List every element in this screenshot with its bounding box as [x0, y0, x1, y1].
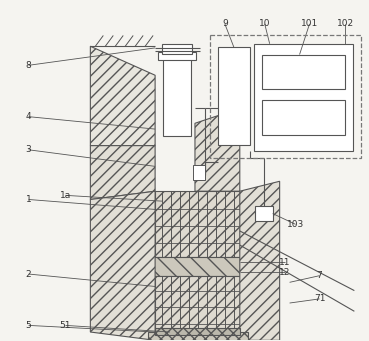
Bar — [162, 44, 192, 54]
Text: 7: 7 — [317, 271, 323, 280]
Polygon shape — [90, 191, 155, 340]
Bar — [148, 332, 248, 341]
Polygon shape — [240, 181, 280, 340]
Bar — [148, 257, 248, 276]
Bar — [163, 57, 191, 136]
Text: 11: 11 — [279, 258, 290, 267]
Text: 71: 71 — [314, 294, 325, 303]
Text: 101: 101 — [301, 19, 318, 28]
Bar — [254, 44, 354, 151]
Bar — [218, 47, 250, 145]
Bar — [255, 206, 273, 221]
Text: 2: 2 — [26, 269, 31, 279]
Bar — [193, 165, 205, 180]
Text: 4: 4 — [26, 112, 31, 121]
Text: 51: 51 — [60, 321, 71, 330]
Bar — [262, 55, 345, 89]
Bar — [155, 328, 240, 335]
Text: 3: 3 — [26, 145, 31, 154]
Text: 102: 102 — [337, 19, 354, 28]
Text: 1: 1 — [26, 195, 31, 204]
Bar — [155, 276, 240, 334]
Polygon shape — [195, 108, 240, 191]
Bar — [155, 191, 240, 257]
Text: 9: 9 — [222, 19, 228, 28]
Text: 1a: 1a — [60, 191, 71, 200]
Polygon shape — [90, 46, 155, 146]
Bar — [158, 52, 196, 60]
Bar — [262, 100, 345, 135]
Text: 5: 5 — [26, 321, 31, 330]
Text: 10: 10 — [259, 19, 270, 28]
Text: 103: 103 — [287, 220, 304, 229]
Text: 12: 12 — [279, 268, 290, 277]
Polygon shape — [90, 146, 155, 199]
Text: 8: 8 — [26, 61, 31, 70]
Bar — [210, 35, 361, 158]
